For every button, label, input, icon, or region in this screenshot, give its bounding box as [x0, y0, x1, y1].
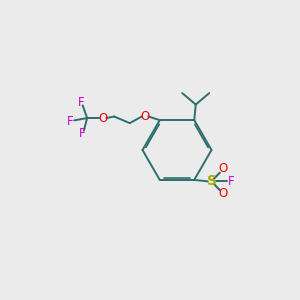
Text: O: O — [219, 188, 228, 200]
Text: F: F — [227, 175, 234, 188]
Text: O: O — [219, 162, 228, 175]
Text: O: O — [98, 112, 107, 124]
Text: F: F — [67, 115, 74, 128]
Text: S: S — [207, 174, 217, 188]
Text: F: F — [79, 127, 86, 140]
Text: O: O — [141, 110, 150, 123]
Text: F: F — [78, 96, 85, 109]
